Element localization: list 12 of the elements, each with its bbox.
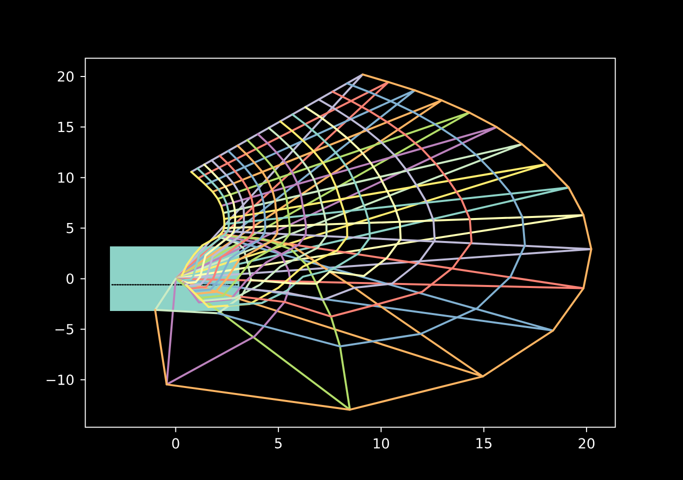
y-tick-label: −5: [55, 324, 74, 334]
x-tick-label: 20: [578, 438, 594, 449]
x-tick-label: 0: [172, 438, 180, 449]
y-tick-label: 10: [58, 172, 74, 183]
y-tick-label: 15: [58, 122, 74, 132]
x-tick-label: 10: [374, 438, 390, 449]
y-tick-label: 0: [66, 273, 74, 284]
y-tick-label: 5: [66, 222, 74, 234]
y-tick-label: −10: [46, 374, 74, 386]
x-tick-label: 5: [275, 438, 282, 448]
x-tick-label: 15: [476, 438, 492, 448]
y-tick-label: 20: [58, 71, 74, 82]
